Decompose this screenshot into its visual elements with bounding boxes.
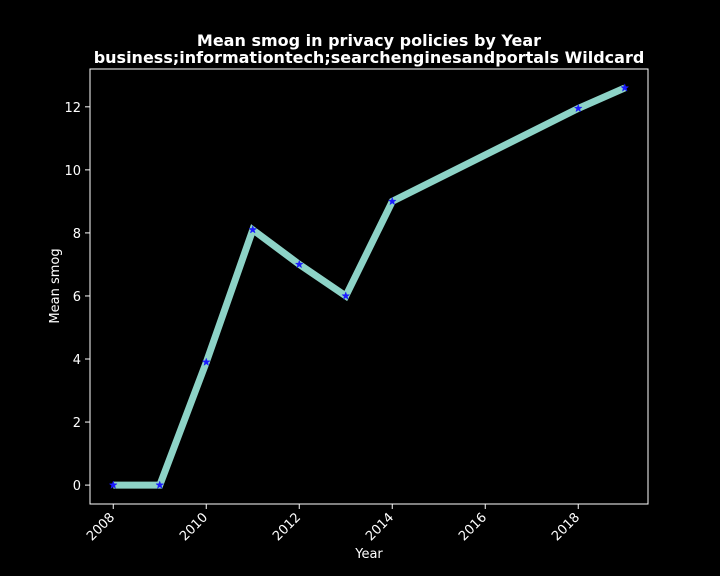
x-tick-label: 2018 — [549, 510, 583, 544]
data-point — [294, 259, 304, 269]
data-point — [387, 196, 397, 206]
data-point — [108, 480, 118, 489]
x-tick-label: 2010 — [177, 510, 211, 544]
plot-area: 0 2 4 6 8 10 12 2008 2010 2012 2014 2016 2018 — [64, 68, 649, 544]
y-tick-label: 2 — [73, 416, 81, 431]
chart-title: Mean smog in privacy policies by Year — [197, 31, 541, 50]
x-axis-label: Year — [354, 547, 383, 562]
y-axis-label: Mean smog — [48, 248, 63, 323]
series-line — [113, 84, 627, 489]
y-tick-label: 12 — [64, 101, 81, 116]
y-tick-label: 8 — [73, 227, 81, 242]
data-point — [201, 357, 211, 367]
data-point — [155, 480, 165, 489]
chart-subtitle: business;informationtech;searchenginesan… — [94, 48, 645, 67]
data-point — [620, 83, 630, 92]
x-tick-label: 2008 — [84, 510, 118, 544]
x-tick-label: 2016 — [456, 510, 490, 544]
x-tick-label: 2014 — [363, 510, 397, 544]
data-point — [248, 224, 258, 234]
plot-frame — [89, 68, 649, 505]
y-tick-label: 6 — [73, 290, 81, 305]
y-tick-label: 0 — [73, 479, 81, 494]
y-tick-label: 4 — [73, 353, 81, 368]
y-tick-label: 10 — [64, 164, 81, 179]
data-point — [341, 291, 351, 300]
data-point — [573, 103, 583, 113]
x-tick-label: 2012 — [270, 510, 304, 544]
